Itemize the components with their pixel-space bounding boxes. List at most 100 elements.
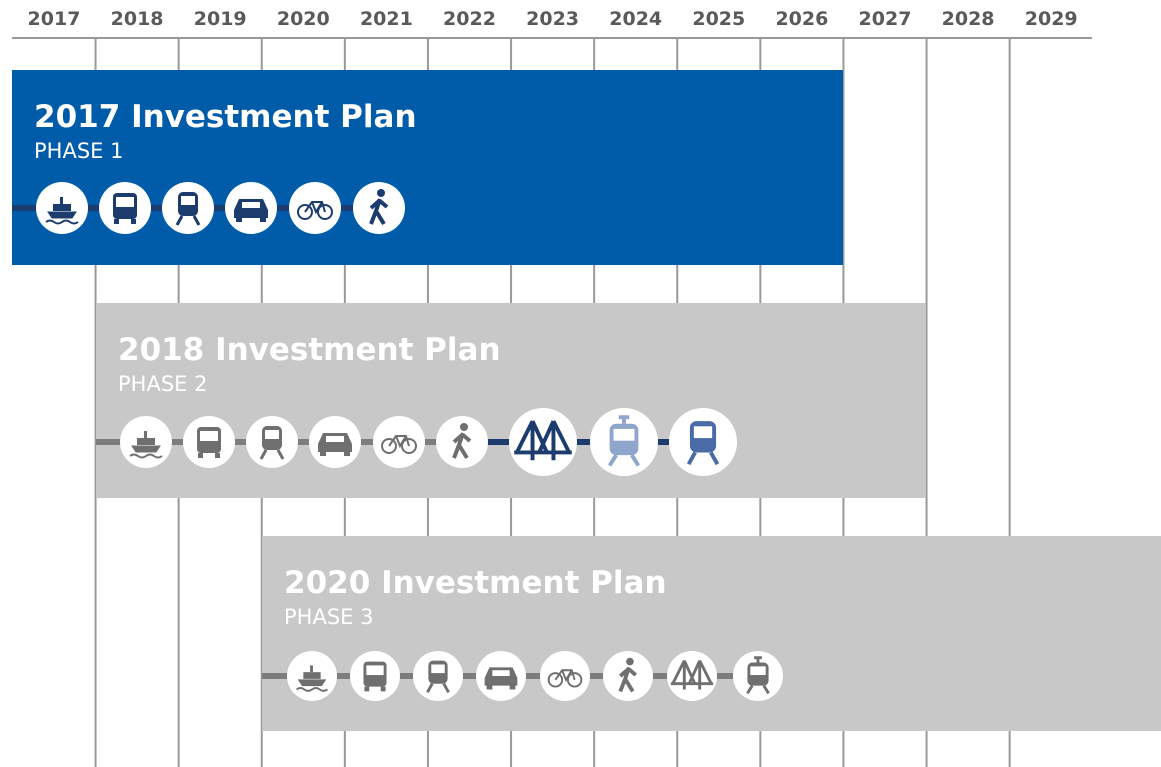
glyph-part <box>60 197 63 204</box>
year-label: 2022 <box>443 8 496 30</box>
icon-glyph <box>363 661 387 692</box>
glyph-part <box>670 659 714 690</box>
icon-glyph <box>547 669 583 688</box>
icon-glyph <box>113 193 137 224</box>
icon-glyph <box>426 660 450 694</box>
glyph-part <box>317 204 333 220</box>
year-label: 2021 <box>360 8 413 30</box>
glyph-part <box>131 219 136 224</box>
year-label: 2020 <box>277 8 330 30</box>
year-label: 2025 <box>692 8 745 30</box>
glyph-part <box>318 433 352 452</box>
glyph-part <box>234 199 268 218</box>
glyph-part <box>200 431 218 441</box>
glyph-part <box>260 217 266 222</box>
glyph-part <box>492 670 510 676</box>
year-label: 2023 <box>526 8 579 30</box>
icon-glyph <box>607 415 641 467</box>
mode-icon <box>246 416 298 468</box>
glyph-part <box>144 431 147 438</box>
glyph-part <box>381 438 397 454</box>
plan-box <box>12 70 843 265</box>
mode-icon <box>733 651 783 701</box>
year-labels: 2017 2018 2019 2020 2021 2022 2023 2024 2025 2026… <box>28 8 1078 30</box>
icon-glyph <box>318 433 352 456</box>
year-label: 2018 <box>111 8 164 30</box>
mode-icon <box>287 651 337 701</box>
glyph-part <box>53 204 71 211</box>
glyph-part <box>215 453 220 458</box>
year-label: 2027 <box>859 8 912 30</box>
glyph-part <box>310 665 313 673</box>
glyph-part <box>693 426 713 439</box>
glyph-part <box>566 672 583 688</box>
glyph-part <box>746 656 770 695</box>
icon-glyph <box>129 431 163 459</box>
glyph-part <box>259 449 285 460</box>
year-label: 2024 <box>609 8 662 30</box>
plan-box <box>96 303 926 498</box>
glyph-part <box>47 211 77 219</box>
glyph-part <box>297 679 327 687</box>
glyph-part <box>452 432 472 460</box>
glyph-part <box>45 219 79 225</box>
glyph-part <box>304 201 326 215</box>
plan-card: 2017 Investment Plan PHASE 1 <box>12 70 843 265</box>
year-label: 2029 <box>1025 8 1078 30</box>
glyph-part <box>236 217 242 222</box>
plan-card: 2020 Investment Plan PHASE 3 <box>262 536 1161 731</box>
year-label: 2017 <box>28 8 81 30</box>
glyph-part <box>484 667 518 686</box>
mode-icon <box>590 408 658 476</box>
glyph-part <box>750 666 766 676</box>
icon-glyph <box>369 189 389 226</box>
mode-icon <box>436 416 488 468</box>
year-label: 2026 <box>775 8 828 30</box>
icon-glyph <box>618 657 637 693</box>
glyph-part <box>175 215 201 226</box>
icon-glyph <box>175 192 201 226</box>
mode-icon <box>350 651 400 701</box>
glyph-part <box>369 198 389 226</box>
glyph-part <box>618 666 637 693</box>
glyph-part <box>626 657 634 666</box>
icon-glyph <box>452 423 472 460</box>
glyph-part <box>401 438 417 454</box>
glyph-part <box>547 672 564 688</box>
glyph-part <box>686 451 720 466</box>
plan-phase: PHASE 3 <box>284 605 373 629</box>
mode-icon <box>603 651 653 701</box>
glyph-part <box>344 451 350 456</box>
glyph-part <box>265 430 279 439</box>
glyph-part <box>613 428 635 441</box>
glyph-part <box>388 435 410 449</box>
plan-title: 2020 Investment Plan <box>284 565 667 601</box>
mode-icon <box>162 182 214 234</box>
mode-icon <box>289 182 341 234</box>
mode-icon <box>540 651 590 701</box>
mode-icon <box>509 408 577 476</box>
glyph-part <box>431 664 445 674</box>
mode-icon <box>36 182 88 234</box>
plan-title: 2018 Investment Plan <box>118 332 501 368</box>
glyph-part <box>364 686 370 692</box>
glyph-part <box>297 204 313 220</box>
icon-glyph <box>296 665 328 692</box>
icon-glyph <box>234 199 268 222</box>
glyph-part <box>486 684 493 690</box>
glyph-part <box>377 189 385 197</box>
mode-icon <box>667 651 717 701</box>
mode-icon <box>353 182 405 234</box>
icon-glyph <box>670 659 714 690</box>
glyph-part <box>242 202 260 208</box>
plan-title: 2017 Investment Plan <box>34 99 417 135</box>
glyph-part <box>320 451 326 456</box>
mode-icon <box>476 651 526 701</box>
glyph-part <box>131 445 161 453</box>
plan-card: 2018 Investment Plan PHASE 2 <box>96 303 926 498</box>
icon-glyph <box>297 201 333 220</box>
glyph-part <box>326 436 344 442</box>
glyph-part <box>460 423 468 431</box>
plan-phase: PHASE 2 <box>118 372 207 396</box>
glyph-part <box>296 687 328 692</box>
